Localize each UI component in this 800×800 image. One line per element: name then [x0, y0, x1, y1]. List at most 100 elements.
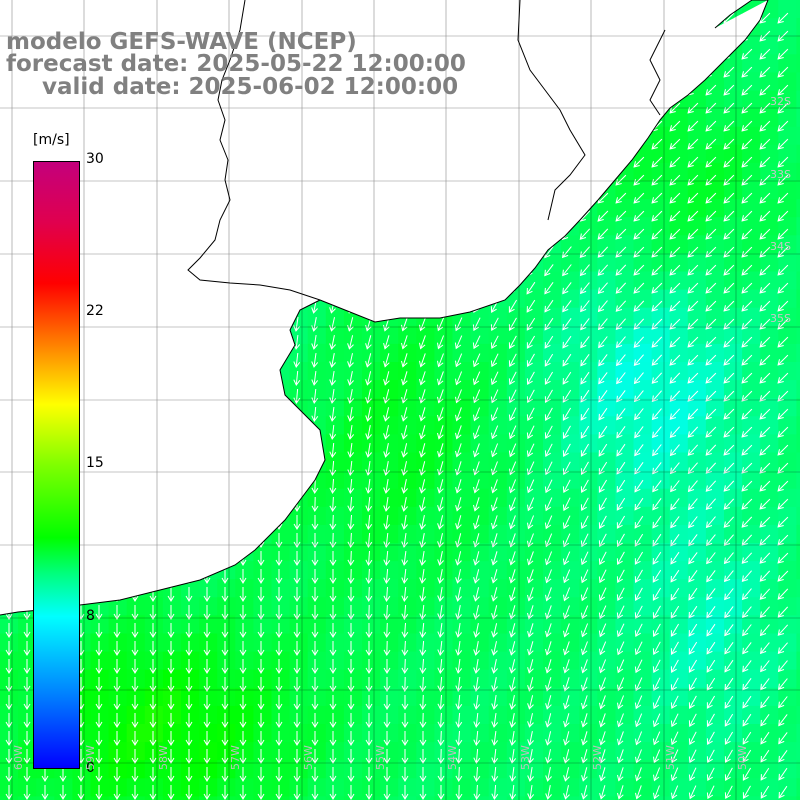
speed-cell [181, 181, 200, 200]
wind-arrow-shaft [526, 210, 536, 222]
wind-arrow [418, 119, 428, 133]
speed-cell [217, 742, 236, 761]
wind-arrow-head [113, 199, 121, 206]
wind-arrow [741, 354, 753, 366]
wind-arrow-head [293, 379, 301, 386]
speed-cell [434, 597, 454, 616]
speed-cell [289, 724, 309, 743]
speed-cell [126, 470, 146, 490]
speed-cell [343, 669, 363, 689]
wind-arrow [185, 226, 193, 242]
wind-arrow-head [508, 306, 515, 313]
wind-arrow [149, 371, 157, 386]
wind-arrow [275, 352, 283, 368]
speed-cell [687, 0, 707, 19]
speed-cell [742, 416, 761, 435]
speed-cell [126, 253, 146, 273]
wind-arrow-shaft [651, 282, 663, 294]
wind-arrow [329, 263, 336, 278]
speed-cell [72, 126, 92, 146]
wind-arrow-head [507, 107, 515, 115]
wind-arrow-shaft [331, 317, 335, 331]
wind-arrow [257, 155, 264, 170]
speed-cell [380, 181, 399, 200]
speed-cell [796, 199, 800, 218]
wind-arrow [221, 353, 229, 368]
speed-cell [742, 452, 761, 472]
speed-cell [742, 72, 761, 92]
speed-cell [579, 181, 598, 200]
wind-arrow [23, 353, 31, 368]
wind-arrow-shaft [597, 66, 609, 78]
wind-arrow [562, 389, 572, 403]
speed-cell [796, 362, 800, 381]
wind-arrow-head [597, 287, 605, 295]
wind-arrow-head [418, 252, 426, 260]
wind-arrow-head [687, 71, 694, 78]
speed-cell [597, 271, 616, 291]
wind-arrow [113, 209, 121, 224]
wind-arrow-head [203, 379, 211, 386]
wind-arrow-shaft [258, 137, 264, 151]
wind-arrow [507, 120, 518, 133]
wind-arrow-head [239, 397, 247, 404]
speed-cell [524, 579, 544, 598]
speed-cell [289, 742, 309, 761]
speed-cell [380, 271, 399, 291]
wind-arrow-head [239, 361, 247, 368]
speed-cell [325, 271, 345, 291]
speed-cell [796, 760, 800, 779]
wind-arrow-shaft [295, 299, 299, 313]
wind-arrow-head [131, 253, 139, 260]
wind-arrow-head [418, 126, 425, 133]
speed-cell [289, 651, 309, 671]
wind-arrow-shaft [723, 354, 735, 366]
wind-arrow [203, 335, 211, 350]
speed-cell [162, 380, 182, 399]
speed-cell [434, 760, 454, 779]
speed-cell [398, 289, 417, 309]
speed-cell [416, 343, 435, 363]
speed-cell [108, 633, 128, 653]
speed-cell [669, 705, 689, 725]
wind-arrow-head [364, 108, 372, 116]
wind-arrow [239, 191, 246, 206]
wind-arrow-shaft [437, 209, 445, 223]
speed-cell [796, 108, 800, 128]
wind-arrow-head [597, 251, 604, 258]
speed-cell [615, 307, 635, 327]
wind-arrow-head [203, 289, 211, 296]
wind-arrow-shaft [188, 208, 190, 224]
speed-cell [633, 36, 653, 55]
wind-arrow-head [759, 125, 766, 132]
wind-arrow-shaft [258, 119, 264, 133]
wind-arrow-head [383, 270, 390, 278]
wind-arrow-head [419, 306, 426, 314]
wind-arrow-head [669, 287, 676, 294]
speed-cell [742, 778, 761, 797]
wind-arrow [436, 191, 445, 205]
wind-arrow-shaft [455, 209, 463, 223]
wind-arrow [777, 336, 789, 348]
wind-arrow [95, 371, 103, 386]
wind-arrow-head [167, 379, 175, 386]
speed-cell [271, 524, 291, 544]
wind-arrow-head [543, 71, 550, 78]
wind-arrow-head [437, 324, 444, 332]
wind-arrow [454, 209, 463, 223]
wind-arrow-shaft [580, 336, 590, 348]
speed-cell [289, 488, 309, 508]
wind-arrow [329, 209, 336, 224]
speed-cell [362, 362, 381, 381]
speed-cell [742, 181, 761, 200]
wind-arrow-head [113, 379, 121, 386]
speed-cell [561, 524, 580, 544]
speed-cell [705, 108, 725, 128]
wind-arrow [382, 173, 391, 188]
speed-cell [597, 543, 616, 562]
speed-cell [162, 633, 182, 653]
wind-arrow [723, 300, 735, 312]
wind-arrow [113, 407, 121, 422]
wind-arrow-head [5, 379, 13, 386]
speed-cell [181, 416, 200, 435]
